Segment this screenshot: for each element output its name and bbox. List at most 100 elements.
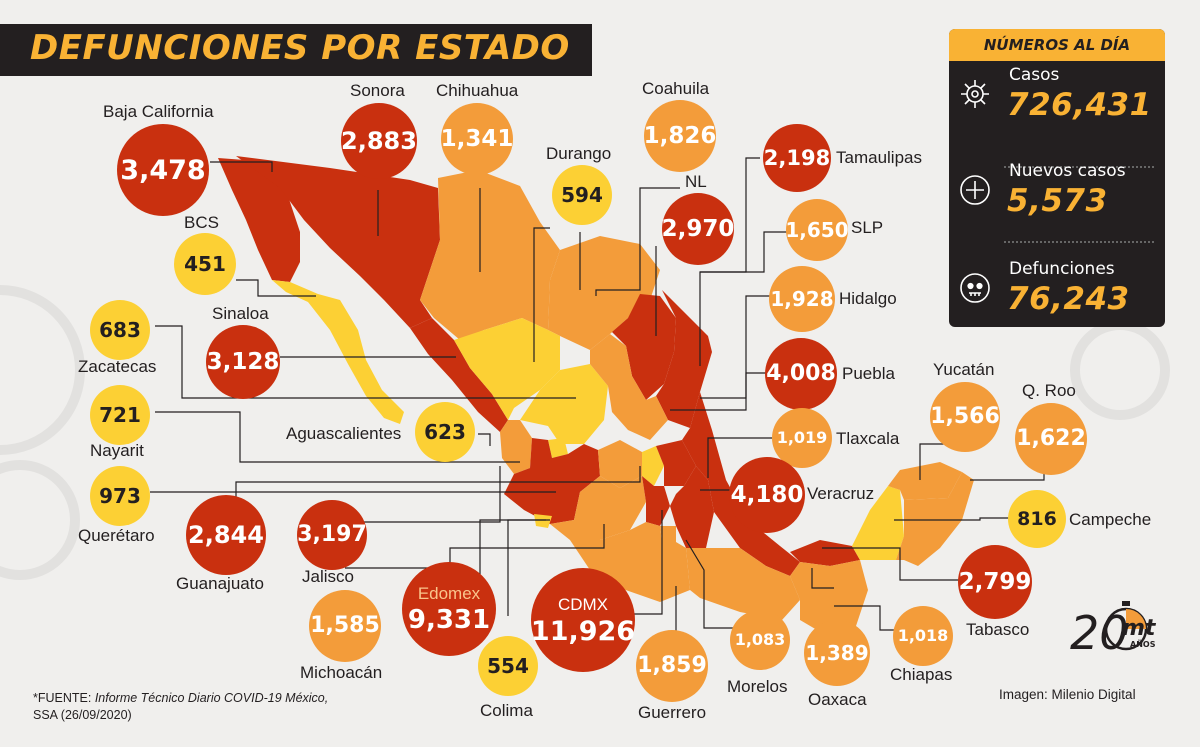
label-campeche: Campeche (1069, 510, 1152, 529)
bubble-hidalgo: 1,928 (769, 266, 835, 332)
label-guanajuato: Guanajuato (176, 574, 264, 593)
map-sinaloa (410, 318, 508, 432)
bubble-cdmx-label: CDMX (557, 594, 609, 614)
map-cdmx (660, 500, 668, 510)
label-chihuahua: Chihuahua (436, 81, 519, 100)
connector-lines (150, 157, 1045, 640)
bubble-guerrero: 1,859 (636, 630, 708, 702)
label-michoacan: Michoacán (300, 663, 383, 682)
stat-nuevos-casos: Nuevos casos 5,573 (949, 157, 1165, 237)
map-zacatecas (520, 364, 608, 444)
label-morelos: Morelos (727, 677, 788, 696)
label-yucatan: Yucatán (933, 360, 995, 379)
source-date: SSA (26/09/2020) (33, 708, 132, 722)
stat-value: 726,431 (1007, 87, 1152, 123)
map-qroo (896, 472, 974, 566)
label-queretaro: Querétaro (78, 526, 155, 545)
bubble-sonora: 2,883 (341, 103, 417, 179)
bubble-cdmx: CDMX 11,926 (531, 568, 635, 672)
map-slp (590, 334, 668, 440)
map-campeche (852, 486, 904, 560)
map-nayarit (500, 420, 532, 474)
bubble-edomex: Edomex 9,331 (402, 562, 496, 656)
map-bcs (272, 280, 404, 424)
bubble-campeche: 816 (1008, 490, 1066, 548)
logo-brand: mt (1122, 616, 1157, 641)
map-hidalgo (656, 440, 696, 486)
bubble-yucatan: 1,566 (930, 382, 1000, 452)
bubble-sinaloa: 3,128 (206, 325, 280, 399)
bubble-guanajuato: 2,844 (186, 495, 266, 575)
label-baja-california: Baja California (103, 102, 214, 121)
source-note: *FUENTE: Informe Técnico Diario COVID-19… (33, 690, 328, 724)
divider (1004, 166, 1154, 168)
map-oaxaca (686, 548, 800, 620)
milenio-20-years-logo: 20 mt AÑOS (1070, 601, 1157, 660)
bubble-bcs: 451 (174, 233, 236, 295)
label-puebla: Puebla (842, 364, 895, 383)
bubble-michoacan: 1,585 (309, 590, 381, 662)
source-document: Informe Técnico Diario COVID-19 México, (94, 691, 329, 705)
map-guanajuato (598, 440, 642, 488)
divider (1004, 241, 1154, 243)
map-morelos (660, 526, 676, 542)
label-qroo: Q. Roo (1022, 381, 1076, 400)
bubble-colima: 554 (478, 636, 538, 696)
map-michoacan (550, 476, 646, 540)
bubble-jalisco: 3,197 (297, 500, 367, 570)
label-veracruz: Veracruz (807, 484, 875, 503)
bubble-queretaro: 973 (90, 466, 150, 526)
stat-label: Casos (1009, 65, 1060, 85)
label-sonora: Sonora (350, 81, 405, 100)
map-edomex (642, 476, 670, 526)
map-guerrero (570, 522, 690, 602)
stat-defunciones: Defunciones 76,243 (949, 255, 1165, 327)
title-bar: DEFUNCIONES POR ESTADO (0, 24, 592, 76)
label-nl: NL (685, 172, 707, 191)
map-jalisco (504, 438, 600, 524)
stat-label: Defunciones (1009, 259, 1115, 279)
label-bcs: BCS (184, 213, 219, 232)
map-chihuahua (420, 170, 560, 340)
label-oaxaca: Oaxaca (808, 690, 867, 709)
logo-subtitle: AÑOS (1130, 639, 1156, 649)
label-tlaxcala: Tlaxcala (836, 429, 900, 448)
bubble-durango: 594 (552, 165, 612, 225)
label-colima: Colima (480, 701, 533, 720)
virus-icon (961, 80, 989, 108)
bubble-oaxaca: 1,389 (804, 620, 870, 686)
bubble-baja-california: 3,478 (117, 124, 209, 216)
label-sinaloa: Sinaloa (212, 304, 269, 323)
bubble-tlaxcala: 1,019 (772, 408, 832, 468)
panel-header: NÚMEROS AL DÍA (949, 29, 1165, 61)
bubble-chiapas: 1,018 (893, 606, 953, 666)
label-hidalgo: Hidalgo (839, 289, 897, 308)
bubble-aguascalientes: 623 (415, 402, 475, 462)
plus-circle-icon (960, 175, 990, 205)
label-tamaulipas: Tamaulipas (836, 148, 922, 167)
image-credit: Imagen: Milenio Digital (999, 687, 1136, 702)
bubble-nayarit: 721 (90, 385, 150, 445)
map-colima (534, 514, 552, 528)
label-coahuila: Coahuila (642, 79, 710, 98)
logo-number: 20 (1070, 606, 1129, 660)
numbers-panel: NÚMEROS AL DÍA Casos 726,431 Nuevos caso… (949, 29, 1165, 327)
map-coahuila (548, 236, 660, 350)
bubble-veracruz: 4,180 (729, 457, 805, 533)
bubble-coahuila: 1,826 (644, 100, 716, 172)
map-puebla (670, 466, 714, 548)
source-prefix: *FUENTE: (33, 691, 95, 705)
page-title: DEFUNCIONES POR ESTADO (30, 28, 570, 68)
map-chiapas (790, 560, 868, 640)
skull-icon (960, 273, 990, 303)
stat-value: 76,243 (1007, 281, 1130, 317)
bubble-morelos: 1,083 (730, 610, 790, 670)
bubble-zacatecas: 683 (90, 300, 150, 360)
stat-value: 5,573 (1007, 183, 1108, 219)
bubble-tabasco: 2,799 (958, 545, 1032, 619)
bubble-puebla: 4,008 (765, 338, 837, 410)
map-yucatan (888, 462, 962, 500)
label-jalisco: Jalisco (302, 567, 354, 586)
bubble-chihuahua: 1,341 (441, 103, 513, 175)
map-aguascalientes (548, 438, 568, 458)
